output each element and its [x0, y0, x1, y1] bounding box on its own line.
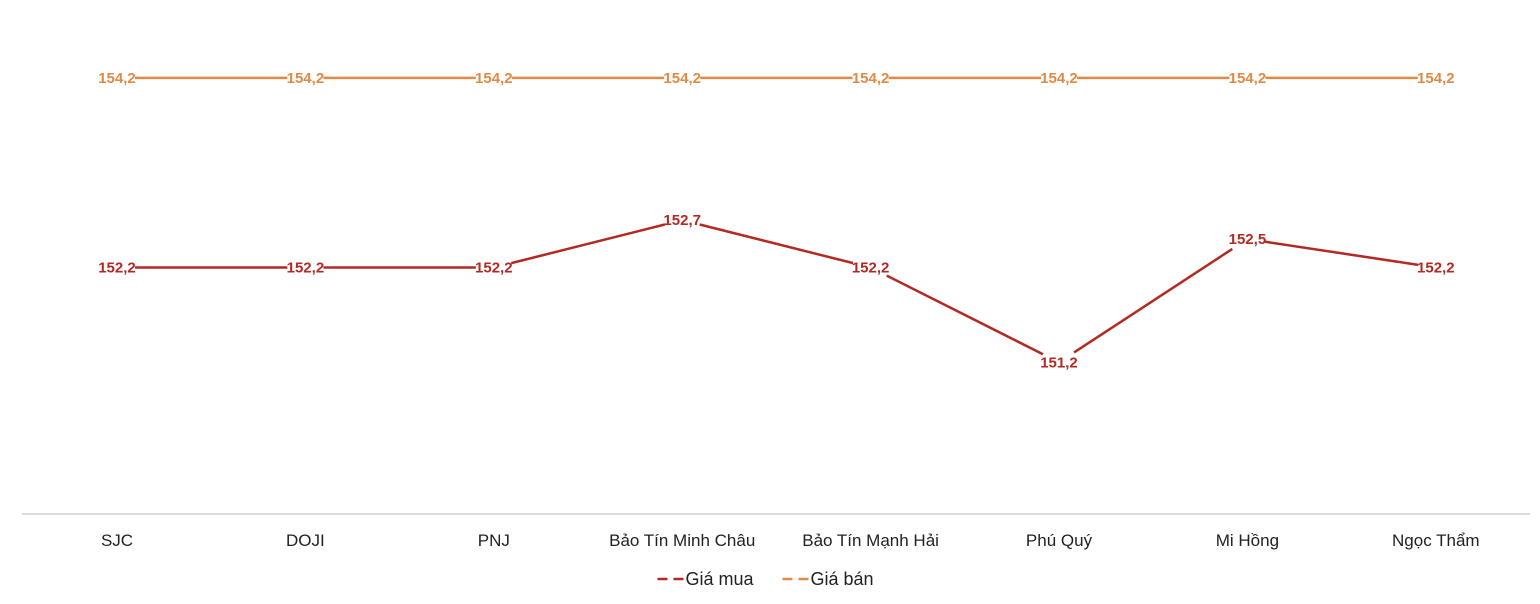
data-label-gia-mua: 152,5 — [1229, 231, 1267, 248]
series-gia-mua-segment — [886, 274, 1044, 356]
data-label-gia-mua: 151,2 — [1040, 354, 1078, 371]
data-label-gia-ban: 154,2 — [98, 70, 136, 87]
data-label-gia-ban: 154,2 — [1040, 70, 1078, 87]
category-label: Bảo Tín Minh Châu — [609, 531, 755, 550]
legend: Giá mua Giá bán — [657, 569, 874, 589]
category-label: SJC — [101, 531, 133, 550]
data-label-gia-mua: 152,2 — [475, 260, 513, 277]
data-label-gia-mua: 152,2 — [287, 260, 325, 277]
category-label: Bảo Tín Mạnh Hải — [802, 531, 939, 550]
data-label-gia-ban: 154,2 — [475, 70, 513, 87]
data-label-gia-mua: 152,2 — [852, 260, 890, 277]
series-gia-mua-segment — [510, 223, 666, 265]
category-label: Mi Hồng — [1216, 531, 1279, 550]
series-gia-mua-segment — [1073, 247, 1234, 354]
category-label: DOJI — [286, 531, 325, 550]
series-gia-mua-segment — [699, 223, 854, 265]
category-label: Phú Quý — [1026, 531, 1093, 550]
legend-item-gia-ban: Giá bán — [782, 569, 874, 589]
data-label-gia-mua: 152,2 — [1417, 260, 1455, 277]
series-layer — [135, 76, 1419, 356]
category-label: PNJ — [478, 531, 510, 550]
legend-label: Giá mua — [686, 569, 755, 589]
data-label-gia-mua: 152,7 — [663, 212, 701, 229]
category-label: Ngọc Thẩm — [1392, 531, 1480, 550]
series-gia-mua-segment — [1265, 240, 1419, 267]
data-label-gia-ban: 154,2 — [852, 70, 890, 87]
data-label-gia-ban: 154,2 — [1417, 70, 1455, 87]
data-label-gia-mua: 152,2 — [98, 260, 136, 277]
data-label-gia-ban: 154,2 — [663, 70, 701, 87]
data-label-gia-ban: 154,2 — [287, 70, 325, 87]
data-label-layer: 152,2 152,2 152,2 152,7 152,2 151,2 152,5 152,2… — [98, 70, 1454, 371]
category-label-layer: SJC DOJI PNJ Bảo Tín Minh Châu Bảo Tín Mạnh … — [101, 531, 1480, 550]
legend-item-gia-mua: Giá mua — [657, 569, 755, 589]
data-label-gia-ban: 154,2 — [1229, 70, 1267, 87]
legend-label: Giá bán — [811, 569, 874, 589]
